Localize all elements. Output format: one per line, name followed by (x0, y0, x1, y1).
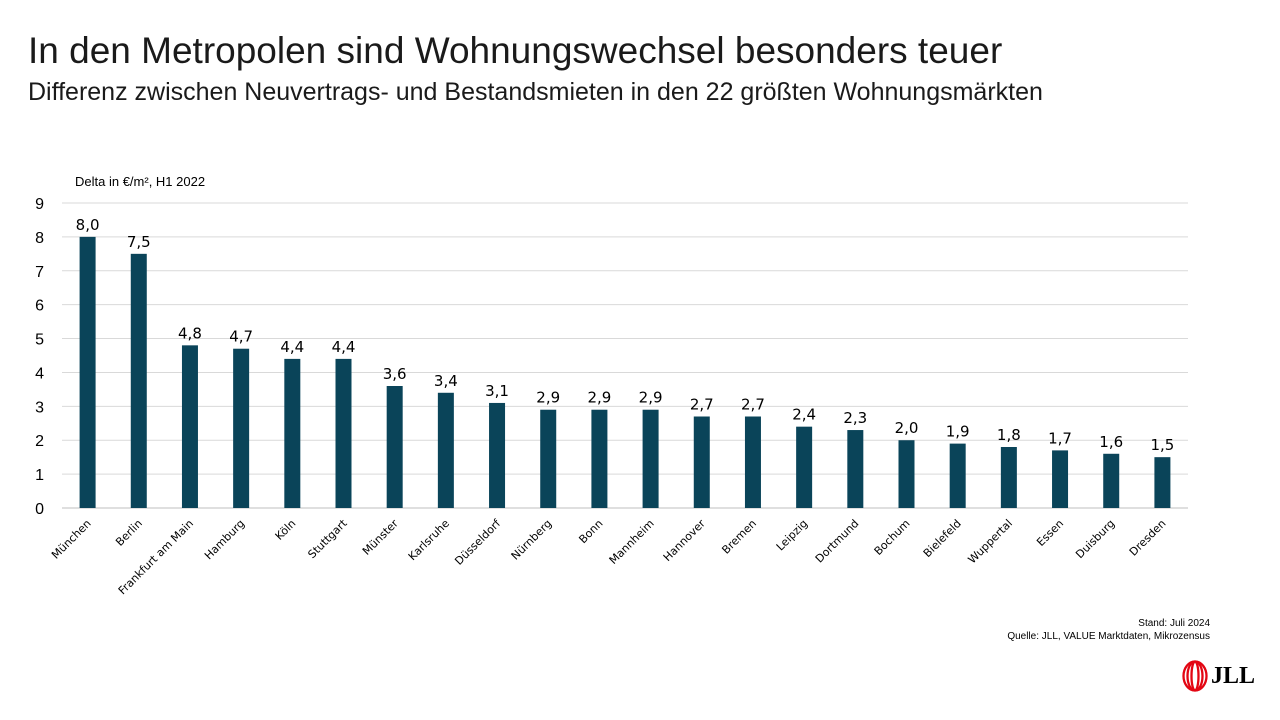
bar (796, 426, 813, 508)
y-tick-label: 7 (35, 264, 44, 281)
data-label: 2,7 (690, 396, 714, 414)
y-tick-label: 5 (35, 332, 44, 349)
data-label: 2,4 (792, 406, 816, 424)
bar (642, 409, 659, 508)
data-label: 2,3 (843, 409, 867, 427)
data-label: 4,7 (229, 328, 253, 346)
bar (1103, 453, 1120, 508)
page-title: In den Metropolen sind Wohnungswechsel b… (28, 30, 1003, 71)
data-label: 1,6 (1099, 433, 1123, 451)
y-tick-label: 3 (35, 399, 44, 416)
data-label: 8,0 (76, 216, 100, 234)
data-label: 7,5 (127, 233, 151, 251)
bar (949, 443, 966, 508)
data-label: 4,8 (178, 324, 202, 342)
data-label: 2,0 (895, 419, 919, 437)
bar (130, 253, 147, 508)
bar (898, 440, 915, 508)
x-tick-label: Mannheim (607, 517, 657, 567)
bar (744, 416, 761, 508)
data-label: 2,7 (741, 396, 765, 414)
bar (693, 416, 710, 508)
x-tick-label: Essen (1034, 517, 1066, 549)
bar (1000, 447, 1017, 508)
x-tick-label: Karlsruhe (406, 517, 452, 563)
data-label: 3,4 (434, 372, 458, 390)
x-tick-label: Bremen (719, 517, 759, 557)
y-tick-label: 4 (35, 365, 44, 382)
stand-date: Stand: Juli 2024 (1138, 618, 1210, 629)
x-tick-label: Leipzig (774, 517, 810, 553)
x-tick-label: Bonn (576, 517, 605, 546)
x-tick-label: Düsseldorf (452, 516, 504, 568)
jll-logo-mark-icon (1182, 660, 1208, 692)
data-label: 4,4 (280, 338, 304, 356)
page-subtitle: Differenz zwischen Neuvertrags- und Best… (28, 78, 1043, 106)
data-label: 2,9 (639, 389, 663, 407)
bar (79, 236, 96, 508)
y-tick-label: 2 (35, 433, 44, 450)
source-note: Quelle: JLL, VALUE Marktdaten, Mikrozens… (1007, 631, 1210, 642)
bar (233, 348, 250, 508)
x-tick-label: Hamburg (202, 517, 247, 562)
x-tick-label: München (49, 517, 94, 562)
x-tick-label: Wuppertal (966, 517, 1015, 566)
y-tick-label: 8 (35, 230, 44, 247)
data-label: 1,7 (1048, 429, 1072, 447)
x-tick-label: Dortmund (813, 517, 862, 566)
y-axis-label: Delta in €/m², H1 2022 (75, 174, 206, 189)
bar (1154, 457, 1171, 508)
bar (540, 409, 557, 508)
x-tick-label: Münster (360, 517, 401, 558)
data-label: 2,9 (536, 389, 560, 407)
x-tick-label: Duisburg (1073, 517, 1117, 561)
bar (437, 392, 454, 508)
data-label: 3,6 (383, 365, 407, 383)
x-tick-label: Berlin (113, 517, 145, 549)
jll-logo: JLL (1182, 660, 1255, 692)
bar (847, 430, 864, 508)
x-tick-label: Dresden (1127, 517, 1169, 559)
data-label: 2,9 (587, 389, 611, 407)
data-label: 1,5 (1150, 436, 1174, 454)
bar (591, 409, 608, 508)
data-label: 1,8 (997, 426, 1021, 444)
bar (489, 402, 506, 508)
x-tick-label: Hannover (661, 517, 708, 564)
x-tick-label: Bielefeld (921, 517, 964, 560)
footnote: Stand: Juli 2024 Quelle: JLL, VALUE Mark… (1007, 617, 1210, 643)
y-tick-label: 1 (35, 467, 44, 484)
bar (335, 358, 352, 508)
x-tick-label: Köln (273, 517, 299, 543)
bar (1052, 450, 1069, 508)
x-tick-label: Bochum (872, 517, 913, 558)
y-tick-label: 0 (35, 501, 44, 518)
bar (181, 345, 198, 508)
data-label: 1,9 (946, 423, 970, 441)
x-tick-label: Stuttgart (305, 516, 350, 561)
y-tick-label: 9 (35, 196, 44, 213)
bar (284, 358, 301, 508)
data-label: 4,4 (332, 338, 356, 356)
y-tick-label: 6 (35, 298, 44, 315)
data-label: 3,1 (485, 382, 509, 400)
x-tick-label: Nürnberg (509, 517, 555, 563)
bar (386, 386, 403, 508)
jll-logo-text: JLL (1211, 662, 1256, 689)
